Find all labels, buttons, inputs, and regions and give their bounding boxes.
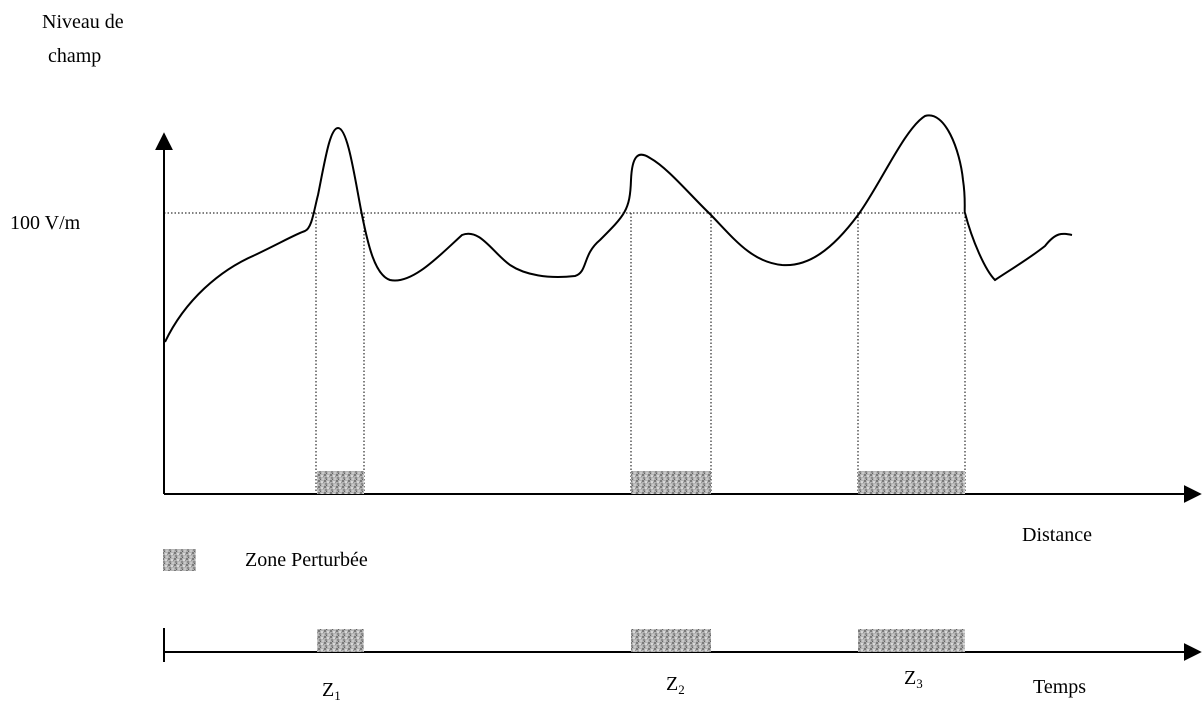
time-zone-1 [317,629,364,652]
time-zone-2 [631,629,711,652]
field-curve [164,114,1073,343]
zone-label-3: Z3 [904,667,923,691]
zone-label-2: Z2 [666,673,685,697]
y-axis-label-line2: champ [48,45,101,67]
y-axis-label-line1: Niveau de [42,11,124,33]
zone-label-1: Z1 [322,679,341,703]
threshold-label: 100 V/m [10,212,81,234]
zone-boundary-lines [315,213,966,494]
disturbed-zone-3 [858,471,965,494]
disturbed-zone-1 [317,471,364,494]
legend-swatch [163,549,196,571]
time-zone-3 [858,629,965,652]
time-axis-label: Temps [1033,676,1086,698]
legend-label: Zone Perturbée [245,549,368,571]
x-axis-label: Distance [1022,524,1092,546]
disturbed-zone-2 [631,471,711,494]
